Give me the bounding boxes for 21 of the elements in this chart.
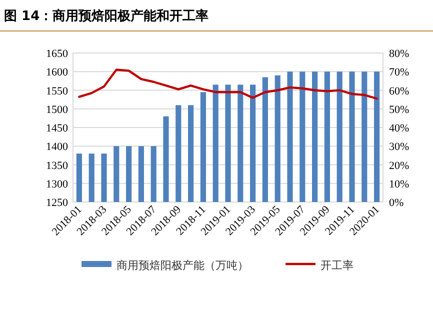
chart-title: 图 14：商用预焙阳极产能和开工率 [4, 8, 209, 24]
y-tick-label: 1350 [46, 160, 68, 172]
y2-tick-label: 50% [389, 104, 410, 116]
y-tick-label: 1300 [46, 178, 68, 190]
y-tick-label: 1650 [46, 48, 68, 60]
y-tick-label: 1550 [46, 85, 68, 98]
y2-tick-label: 80% [389, 48, 410, 60]
y2-tick-label: 40% [389, 122, 410, 134]
y2-tick-label: 30% [389, 141, 410, 154]
y-tick-label: 1500 [46, 104, 68, 116]
y-tick-label: 1400 [46, 141, 68, 154]
y-tick-label: 1450 [46, 122, 68, 134]
legend-label: 开工率 [320, 259, 354, 272]
y2-tick-label: 70% [389, 66, 410, 79]
y-tick-label: 1250 [46, 197, 68, 209]
y2-tick-label: 10% [389, 178, 410, 190]
y-tick-label: 1600 [46, 66, 68, 79]
y2-tick-label: 0% [389, 197, 404, 209]
legend-label: 商用预焙阳极产能（万吨） [116, 259, 248, 272]
y2-tick-label: 20% [389, 160, 410, 172]
y2-tick-label: 60% [389, 85, 410, 98]
